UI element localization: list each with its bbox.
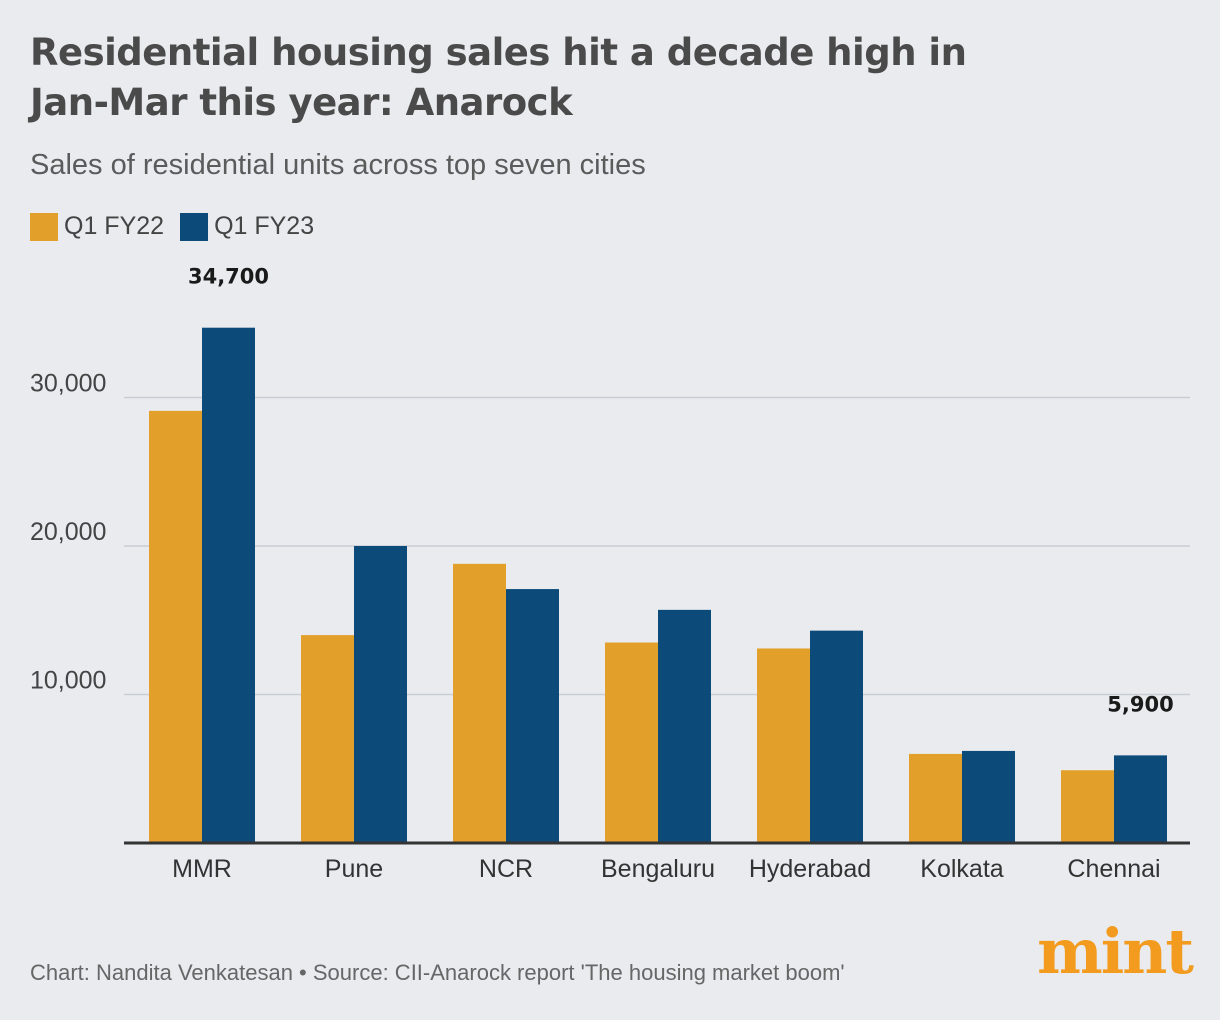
- y-tick-label-20000: 20,000: [30, 518, 106, 546]
- chart-title-line-2: Jan-Mar this year: Anarock: [30, 81, 573, 124]
- x-tick-label-bengaluru: Bengaluru: [601, 855, 715, 883]
- x-tick-label-pune: Pune: [325, 855, 383, 883]
- mint-logo: mint: [1037, 915, 1194, 988]
- bar-bengaluru-q1-fy22: [605, 642, 658, 843]
- chart-legend: Q1 FY22 Q1 FY23: [30, 212, 330, 241]
- legend-label-q1-fy23: Q1 FY23: [214, 212, 315, 240]
- x-tick-label-hyderabad: Hyderabad: [749, 855, 871, 883]
- x-tick-label-mmr: MMR: [172, 855, 232, 883]
- bar-pune-q1-fy22: [301, 635, 354, 843]
- bar-bengaluru-q1-fy23: [658, 609, 711, 843]
- bar-ncr-q1-fy22: [453, 563, 506, 843]
- chart-subtitle: Sales of residential units across top se…: [30, 149, 646, 181]
- legend-item-q1-fy23: Q1 FY23: [180, 212, 314, 241]
- bar-kolkata-q1-fy22: [909, 753, 962, 843]
- data-label-mmr-q1-fy23: 34,700: [188, 265, 269, 289]
- bar-pune-q1-fy23: [354, 546, 407, 843]
- bar-mmr-q1-fy23: [202, 327, 255, 844]
- y-tick-label-10000: 10,000: [30, 667, 106, 695]
- x-tick-label-ncr: NCR: [479, 855, 533, 883]
- legend-item-q1-fy22: Q1 FY22: [30, 212, 164, 241]
- y-tick-label-30000: 30,000: [30, 370, 106, 398]
- chart-title-line-1: Residential housing sales hit a decade h…: [30, 31, 967, 74]
- bar-ncr-q1-fy23: [506, 589, 559, 843]
- data-label-chennai-q1-fy23: 5,900: [1107, 692, 1173, 716]
- legend-swatch-q1-fy22: [30, 212, 58, 241]
- bar-hyderabad-q1-fy22: [757, 648, 810, 843]
- chart-title: Residential housing sales hit a decade h…: [30, 28, 1030, 128]
- bar-mmr-q1-fy22: [149, 410, 202, 843]
- bar-kolkata-q1-fy23: [962, 750, 1015, 843]
- bar-hyderabad-q1-fy23: [810, 630, 863, 843]
- legend-swatch-q1-fy23: [180, 212, 209, 241]
- source-credit: Chart: Nandita Venkatesan • Source: CII-…: [30, 960, 845, 985]
- bar-chennai-q1-fy22: [1061, 770, 1114, 843]
- x-tick-label-kolkata: Kolkata: [920, 855, 1003, 883]
- x-tick-label-chennai: Chennai: [1067, 855, 1160, 883]
- legend-label-q1-fy22: Q1 FY22: [64, 212, 165, 240]
- bar-chennai-q1-fy23: [1114, 755, 1167, 843]
